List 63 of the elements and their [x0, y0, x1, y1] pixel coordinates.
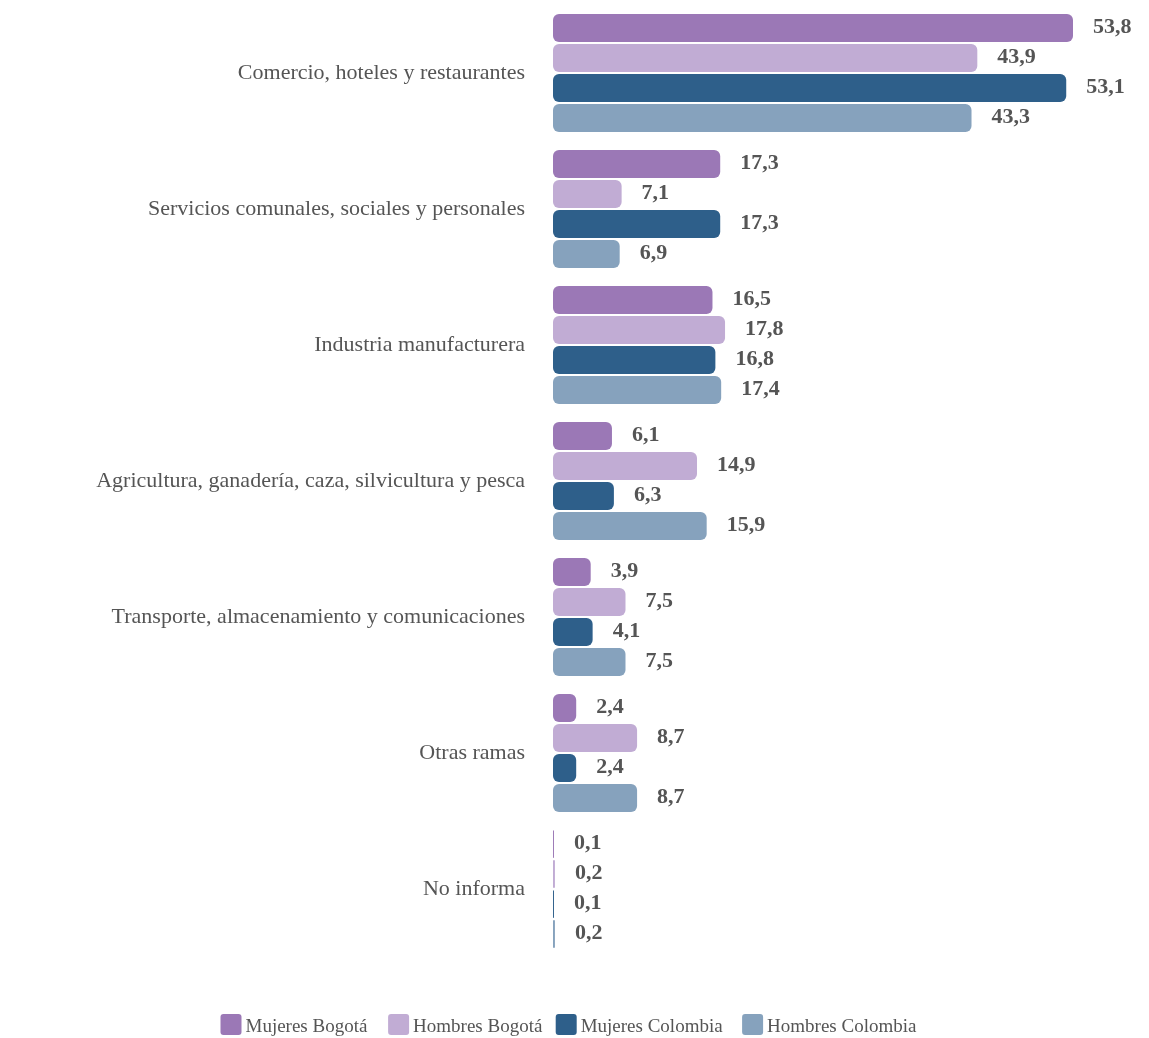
- data-label: 17,8: [745, 315, 784, 341]
- bar: [553, 422, 612, 450]
- data-label: 6,1: [631, 421, 660, 447]
- legend-label: Mujeres Colombia: [580, 1015, 724, 1036]
- data-label: 4,1: [612, 617, 641, 643]
- bar: [553, 784, 638, 812]
- bar: [553, 452, 698, 480]
- y-tick-label: No informa: [422, 875, 526, 901]
- data-label: 14,9: [717, 451, 756, 477]
- bar: [553, 512, 707, 540]
- bar: [553, 150, 721, 178]
- bar: [553, 724, 638, 752]
- legend-label: Hombres Bogotá: [413, 1015, 543, 1036]
- data-label: 16,8: [735, 345, 774, 371]
- bar: [553, 74, 1067, 102]
- bar: [553, 316, 726, 344]
- bar: [553, 180, 622, 208]
- y-tick-label: Transporte, almacenamiento y comunicaciones: [111, 603, 525, 629]
- data-label: 17,4: [741, 375, 780, 401]
- data-label: 17,3: [740, 149, 779, 175]
- data-label: 6,9: [639, 239, 668, 265]
- data-label: 16,5: [732, 285, 771, 311]
- data-label: 8,7: [657, 723, 685, 749]
- bar: [553, 754, 577, 782]
- bar: [553, 558, 591, 586]
- bar: [553, 694, 577, 722]
- data-label: 3,9: [610, 557, 639, 583]
- legend-label: Mujeres Bogotá: [245, 1015, 368, 1036]
- data-label: 17,3: [740, 209, 779, 235]
- data-label: 7,5: [645, 647, 673, 673]
- data-label: 8,7: [657, 783, 685, 809]
- legend-label: Hombres Colombia: [767, 1015, 918, 1036]
- data-label: 6,3: [633, 481, 662, 507]
- data-label: 0,1: [573, 889, 602, 915]
- bar: [553, 14, 1073, 42]
- bar: [553, 588, 626, 616]
- data-label: 0,1: [573, 829, 602, 855]
- y-tick-label: Agricultura, ganadería, caza, silvicultura y pesca: [96, 467, 526, 493]
- bar: [553, 210, 721, 238]
- data-label: 53,8: [1093, 13, 1132, 39]
- bar: [553, 44, 978, 72]
- y-tick-label: Comercio, hoteles y restaurantes: [237, 59, 525, 85]
- y-tick-label: Otras ramas: [419, 739, 525, 765]
- bar: [553, 376, 722, 404]
- data-label: 43,3: [991, 103, 1031, 129]
- bar: [553, 482, 614, 510]
- bar: [553, 286, 713, 314]
- bar: [553, 346, 716, 374]
- y-tick-label: Servicios comunales, sociales y personales: [148, 195, 525, 221]
- data-label: 15,9: [726, 511, 766, 537]
- data-label: 2,4: [596, 753, 624, 779]
- data-label: 43,9: [997, 43, 1036, 69]
- data-label: 2,4: [596, 693, 624, 719]
- bar: [553, 618, 593, 646]
- bar: [553, 240, 620, 268]
- bar: [553, 648, 626, 676]
- data-label: 0,2: [574, 919, 603, 945]
- bar: [553, 104, 972, 132]
- data-label: 0,2: [574, 859, 603, 885]
- data-label: 7,5: [645, 587, 673, 613]
- y-tick-label: Industria manufacturera: [314, 331, 526, 357]
- data-label: 7,1: [641, 179, 670, 205]
- data-label: 53,1: [1086, 73, 1125, 99]
